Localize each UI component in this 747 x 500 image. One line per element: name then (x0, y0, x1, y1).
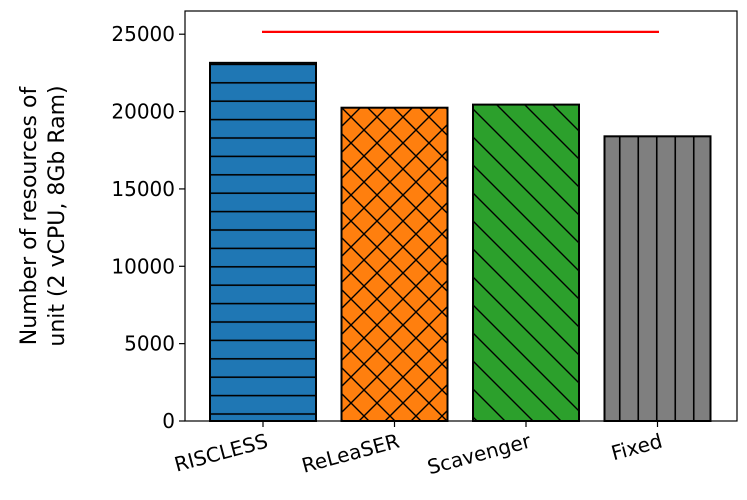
bar-hatch-scavenger (472, 103, 580, 423)
y-tick-label: 5000 (124, 332, 175, 356)
y-tick-label: 20000 (111, 100, 175, 124)
y-tick-label: 0 (162, 409, 175, 433)
y-tick-label: 10000 (111, 254, 175, 278)
y-axis: 0 5000 10000 15000 20000 25000 (111, 22, 185, 433)
x-tick-label-fixed: Fixed (609, 429, 665, 466)
y-tick-label: 15000 (111, 177, 175, 201)
bar-hatch-fixed (603, 135, 712, 423)
y-axis-label: Number of resources of unit (2 vCPU, 8Gb… (17, 85, 70, 346)
y-axis-label-line-2: unit (2 vCPU, 8Gb Ram) (45, 85, 70, 346)
y-axis-label-line-1: Number of resources of (17, 86, 42, 346)
x-tick-label-releaser: ReLeaSER (299, 429, 402, 478)
x-tick-label-riscless: RISCLESS (172, 429, 271, 477)
y-tick-label: 25000 (111, 22, 175, 46)
x-tick-label-scavenger: Scavenger (425, 428, 534, 479)
bar-hatch-releaser (340, 106, 449, 422)
plot-frame (184, 10, 738, 422)
bar-hatch-riscless (209, 61, 317, 422)
x-axis: RISCLESS ReLeaSER Scavenger Fixed (172, 421, 665, 479)
bars-layer (209, 61, 712, 423)
